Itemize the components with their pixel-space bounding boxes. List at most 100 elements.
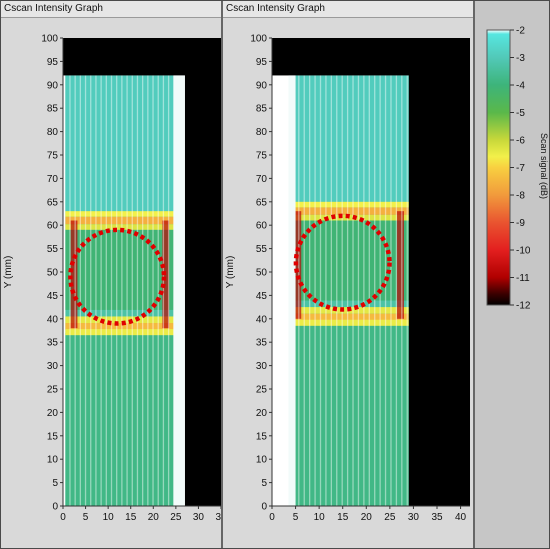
y-tick-label: 20: [256, 408, 268, 419]
y-tick-label: 0: [261, 502, 267, 513]
y-tick-label: 45: [256, 291, 268, 302]
y-tick-label: 55: [47, 244, 59, 255]
colorbar-tick-label: -2: [516, 26, 525, 37]
y-tick-label: 65: [47, 197, 59, 208]
scan-stripe: [136, 75, 139, 506]
scan-lower: [65, 332, 174, 506]
defect-band-row: [288, 201, 409, 208]
y-tick-label: 95: [47, 57, 59, 68]
scan-stripe: [110, 75, 113, 506]
scan-stripe: [79, 75, 82, 506]
y-tick-label: 100: [250, 34, 267, 45]
defect-edge-streak: [70, 220, 78, 329]
cscan-chart-right[interactable]: 0510152025303540455055606570758085909510…: [223, 18, 473, 548]
panel-title-right: Cscan Intensity Graph: [223, 1, 473, 18]
scan-stripe: [357, 75, 360, 506]
defect-band-row: [65, 224, 174, 230]
x-tick-label: 15: [125, 512, 137, 523]
edge-bright-band: [288, 75, 296, 506]
scan-stripe: [341, 75, 343, 506]
scan-stripe: [162, 75, 165, 506]
y-tick-label: 25: [256, 385, 268, 396]
y-tick-label: 50: [256, 268, 268, 279]
scan-stripe: [390, 75, 392, 506]
scan-stripe: [121, 75, 123, 506]
scan-stripe: [147, 75, 149, 506]
scan-stripe: [401, 75, 403, 506]
x-tick-label: 35: [215, 512, 221, 523]
y-tick-label: 30: [256, 361, 268, 372]
x-tick-label: 0: [269, 512, 275, 523]
scan-stripe: [374, 75, 376, 506]
y-tick-label: 15: [256, 431, 268, 442]
y-tick-label: 90: [256, 80, 268, 91]
colorbar-tick-label: -10: [516, 246, 531, 257]
y-tick-label: 75: [256, 151, 268, 162]
scan-stripe: [95, 75, 97, 506]
scan-stripe: [330, 75, 332, 506]
y-tick-label: 20: [47, 408, 59, 419]
y-tick-label: 65: [256, 197, 268, 208]
defect-band-row: [65, 316, 174, 324]
colorbar-tick-label: -6: [516, 136, 525, 147]
scan-stripe: [363, 75, 365, 506]
y-tick-label: 80: [47, 127, 59, 138]
defect-edge-streak: [396, 211, 404, 319]
x-tick-label: 5: [83, 512, 89, 523]
colorbar-tick-label: -8: [516, 191, 525, 202]
scan-stripe: [167, 75, 170, 506]
scan-stripe: [142, 75, 144, 506]
y-tick-label: 60: [47, 221, 59, 232]
scan-stripe: [105, 75, 107, 506]
scan-stripe: [74, 75, 76, 506]
colorbar-tick-label: -3: [516, 53, 525, 64]
x-tick-label: 40: [455, 512, 467, 523]
y-tick-label: 75: [47, 151, 59, 162]
y-tick-label: 0: [52, 502, 58, 513]
colorbar-tick-label: -9: [516, 218, 525, 229]
x-tick-label: 10: [103, 512, 115, 523]
scan-lower: [288, 323, 409, 506]
defect-band-row: [65, 216, 174, 225]
y-tick-label: 70: [256, 174, 268, 185]
scan-stripe: [314, 75, 316, 506]
x-tick-label: 30: [193, 512, 205, 523]
x-tick-label: 35: [431, 512, 443, 523]
colorbar-tick-label: -4: [516, 81, 525, 92]
x-tick-label: 15: [337, 512, 349, 523]
scan-stripe: [152, 75, 154, 506]
colorbar-tick-label: -5: [516, 108, 525, 119]
y-tick-label: 95: [256, 57, 268, 68]
y-tick-label: 5: [261, 478, 267, 489]
defect-band-row: [65, 211, 174, 217]
y-tick-label: 90: [47, 80, 59, 91]
y-tick-label: 55: [256, 244, 268, 255]
cscan-chart-left[interactable]: 0510152025303540455055606570758085909510…: [1, 18, 221, 548]
y-tick-label: 5: [52, 478, 58, 489]
y-tick-label: 40: [256, 314, 268, 325]
scan-stripe: [319, 75, 322, 506]
defect-band-row: [65, 323, 174, 330]
scan-stripe: [325, 75, 327, 506]
scan-stripe: [384, 75, 387, 506]
y-tick-label: 85: [256, 104, 268, 115]
y-axis-label: Y (mm): [225, 256, 236, 289]
y-tick-label: 80: [256, 127, 268, 138]
colorbar-tick-label: -12: [516, 301, 531, 312]
scan-stripe: [173, 75, 174, 506]
colorbar-tick-label: -11: [516, 273, 530, 284]
colorbar-label: Scan signal (dB): [539, 133, 549, 199]
y-tick-label: 50: [47, 268, 59, 279]
colorbar: -2 -3 -4 -5 -6 -7 -8 -9 -10 -11 -12 Scan signal (dB…: [486, 26, 549, 312]
y-tick-label: 40: [47, 314, 59, 325]
y-tick-label: 25: [47, 385, 59, 396]
colorbar-panel: -2 -3 -4 -5 -6 -7 -8 -9 -10 -11 -12 Scan signal (dB…: [475, 1, 549, 548]
cscan-panel-left: Cscan Intensity Graph 0 5 10 15 20 25 30 35 40 45…: [1, 1, 223, 548]
x-tick-label: 30: [408, 512, 420, 523]
scan-stripe: [90, 75, 92, 506]
defect-band-row: [288, 207, 409, 215]
y-tick-label: 45: [47, 291, 59, 302]
defect-band-row: [288, 313, 409, 321]
x-tick-label: 20: [148, 512, 160, 523]
